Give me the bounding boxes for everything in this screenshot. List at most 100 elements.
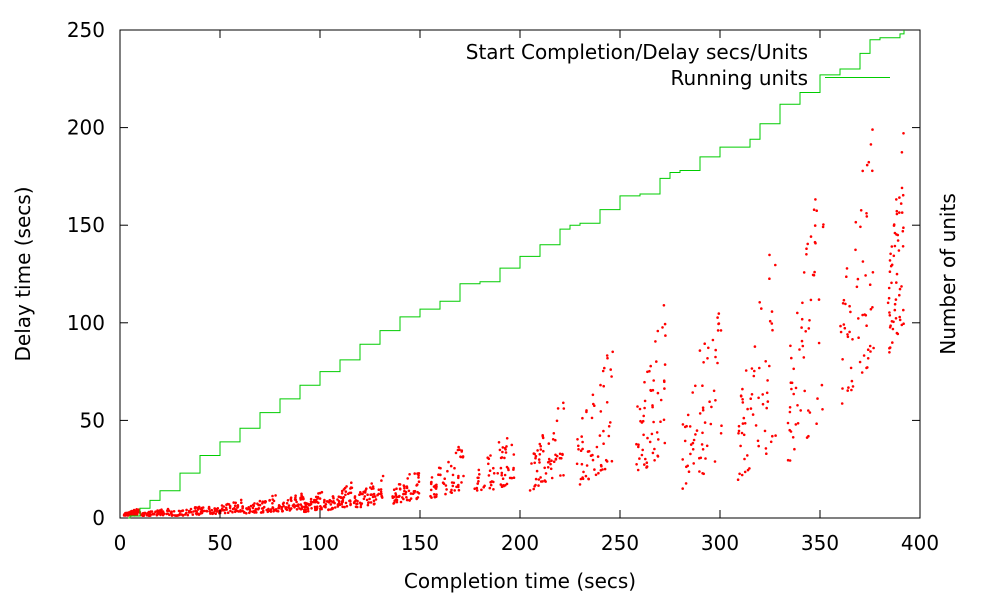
scatter-point (369, 486, 372, 489)
scatter-point (371, 495, 375, 499)
scatter-point (869, 307, 873, 311)
scatter-point (901, 193, 905, 197)
scatter-point (602, 429, 605, 433)
scatter-point (742, 433, 746, 437)
scatter-point (293, 506, 296, 509)
scatter-point (377, 488, 381, 492)
scatter-point (445, 488, 448, 491)
scatter-point (587, 450, 591, 453)
scatter-point (692, 438, 696, 442)
scatter-layer (122, 128, 905, 517)
scatter-point (807, 434, 810, 438)
scatter-point (841, 387, 844, 390)
scatter-point (547, 457, 551, 461)
scatter-point (635, 463, 638, 466)
scatter-point (638, 457, 641, 460)
scatter-point (581, 416, 584, 420)
scatter-point (851, 385, 855, 388)
line-layer (120, 30, 905, 519)
scatter-point (895, 281, 898, 284)
scatter-point (354, 505, 358, 509)
scatter-point (822, 223, 825, 226)
scatter-point (895, 198, 898, 201)
scatter-point (719, 329, 723, 332)
scatter-point (611, 350, 614, 354)
scatter-point (475, 486, 479, 490)
scatter-point (205, 509, 209, 513)
scatter-point (839, 324, 842, 328)
scatter-point (750, 367, 754, 370)
scatter-point (503, 473, 507, 477)
scatter-point (413, 491, 416, 494)
scatter-point (151, 513, 154, 516)
scatter-point (281, 510, 284, 513)
scatter-point (285, 508, 289, 512)
scatter-point (901, 245, 905, 248)
scatter-point (282, 501, 286, 505)
scatter-point (596, 455, 600, 458)
scatter-point (433, 495, 437, 499)
scatter-point (154, 510, 157, 513)
scatter-point (815, 209, 818, 212)
scatter-point (355, 502, 358, 506)
scatter-point (215, 510, 219, 513)
scatter-point (337, 499, 341, 503)
scatter-point (869, 143, 873, 146)
scatter-point (323, 504, 326, 508)
scatter-point (560, 457, 563, 460)
scatter-point (169, 511, 173, 514)
scatter-point (585, 410, 588, 414)
scatter-point (407, 489, 411, 493)
scatter-point (893, 244, 897, 248)
scatter-point (489, 480, 492, 484)
scatter-point (558, 452, 562, 456)
scatter-point (192, 510, 195, 513)
scatter-point (655, 431, 659, 434)
scatter-point (435, 493, 438, 496)
scatter-point (349, 491, 353, 495)
scatter-point (593, 404, 596, 408)
scatter-point (643, 399, 647, 403)
scatter-point (656, 391, 660, 395)
scatter-point (857, 317, 860, 320)
scatter-point (802, 271, 806, 274)
x-tick-label: 0 (114, 531, 127, 555)
scatter-point (701, 408, 705, 412)
scatter-point (504, 448, 507, 451)
scatter-point (577, 448, 580, 451)
scatter-point (168, 513, 171, 517)
scatter-point (455, 485, 458, 489)
scatter-point (499, 456, 503, 460)
scatter-point (232, 501, 235, 504)
scatter-point (329, 503, 333, 506)
scatter-point (294, 504, 298, 508)
scatter-point (295, 508, 299, 511)
scatter-point (786, 421, 790, 425)
scatter-point (183, 513, 187, 516)
scatter-point (539, 476, 542, 479)
scatter-point (550, 459, 553, 463)
scatter-point (654, 340, 657, 343)
scatter-point (356, 499, 359, 503)
scatter-point (609, 421, 612, 424)
scatter-point (801, 301, 804, 305)
scatter-point (653, 459, 656, 462)
scatter-point (562, 401, 565, 405)
scatter-point (395, 500, 399, 504)
scatter-point (741, 401, 745, 404)
scatter-point (541, 480, 544, 483)
scatter-point (765, 391, 769, 395)
scatter-point (241, 506, 244, 510)
scatter-point (754, 424, 758, 427)
scatter-point (749, 397, 752, 401)
scatter-point (786, 458, 790, 462)
scatter-point (532, 487, 535, 491)
scatter-point (340, 489, 344, 493)
scatter-point (702, 472, 705, 476)
scatter-point (866, 357, 870, 360)
scatter-point (271, 502, 274, 505)
scatter-point (846, 333, 849, 336)
scatter-point (353, 495, 357, 498)
scatter-point (548, 460, 551, 463)
scatter-point (814, 198, 817, 201)
